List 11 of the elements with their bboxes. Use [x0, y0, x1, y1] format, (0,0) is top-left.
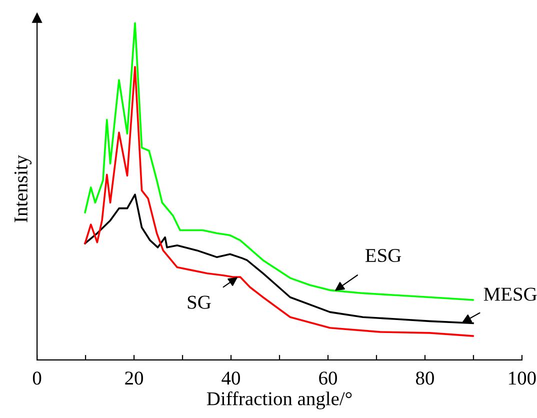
- x-tick-label: 80: [416, 372, 434, 385]
- x-tick-label: 0: [32, 372, 42, 385]
- annotation: ESG: [365, 248, 402, 262]
- annotation: MESG: [484, 288, 537, 301]
- x-tick-label: 20: [125, 372, 144, 385]
- x-tick-label: 40: [222, 372, 240, 385]
- annotation: SG: [188, 296, 211, 309]
- x-axis-title: Diffraction angle/°: [206, 391, 352, 410]
- x-tick-label: 100: [509, 372, 536, 385]
- x-tick-label: 60: [319, 372, 337, 385]
- y-axis-title: Intensity: [14, 154, 32, 222]
